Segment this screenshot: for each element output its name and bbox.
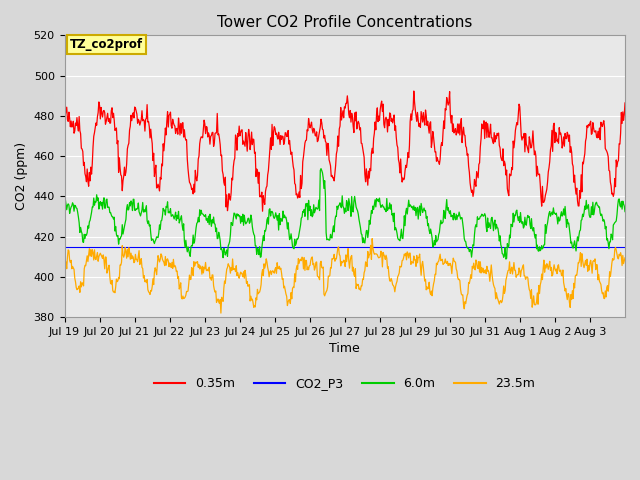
- CO2_P3: [230, 244, 237, 250]
- 6.0m: [230, 216, 237, 221]
- 0.35m: [436, 161, 444, 167]
- 0.35m: [61, 108, 68, 114]
- CO2_P3: [403, 244, 410, 250]
- 0.35m: [230, 164, 237, 170]
- 0.35m: [279, 133, 287, 139]
- 23.5m: [258, 271, 266, 276]
- 6.0m: [403, 211, 411, 217]
- Title: Tower CO2 Profile Concentrations: Tower CO2 Profile Concentrations: [217, 15, 472, 30]
- 6.0m: [435, 232, 442, 238]
- 23.5m: [279, 276, 287, 281]
- Line: 0.35m: 0.35m: [65, 91, 625, 211]
- 6.0m: [257, 254, 265, 260]
- 0.35m: [127, 123, 134, 129]
- 0.35m: [403, 158, 411, 164]
- CO2_P3: [127, 244, 134, 250]
- CO2_P3: [434, 244, 442, 250]
- 23.5m: [230, 266, 238, 272]
- 6.0m: [621, 209, 629, 215]
- 23.5m: [61, 254, 68, 260]
- 6.0m: [61, 205, 68, 211]
- CO2_P3: [61, 244, 68, 250]
- 23.5m: [369, 236, 376, 241]
- 0.35m: [621, 100, 629, 106]
- CO2_P3: [621, 244, 629, 250]
- 23.5m: [127, 256, 134, 262]
- Text: TZ_co2prof: TZ_co2prof: [70, 38, 143, 51]
- 23.5m: [436, 255, 444, 261]
- 6.0m: [127, 203, 134, 209]
- Line: 23.5m: 23.5m: [65, 239, 625, 313]
- CO2_P3: [278, 244, 286, 250]
- 6.0m: [502, 256, 509, 262]
- Line: 6.0m: 6.0m: [65, 168, 625, 259]
- 23.5m: [404, 251, 412, 256]
- Legend: 0.35m, CO2_P3, 6.0m, 23.5m: 0.35m, CO2_P3, 6.0m, 23.5m: [149, 372, 540, 396]
- 0.35m: [259, 208, 266, 214]
- 6.0m: [278, 218, 286, 224]
- 6.0m: [317, 166, 325, 171]
- X-axis label: Time: Time: [330, 342, 360, 356]
- Y-axis label: CO2 (ppm): CO2 (ppm): [15, 142, 28, 210]
- 0.35m: [410, 88, 418, 94]
- CO2_P3: [257, 244, 265, 250]
- 0.35m: [257, 194, 265, 200]
- 23.5m: [621, 255, 629, 261]
- 23.5m: [217, 310, 225, 316]
